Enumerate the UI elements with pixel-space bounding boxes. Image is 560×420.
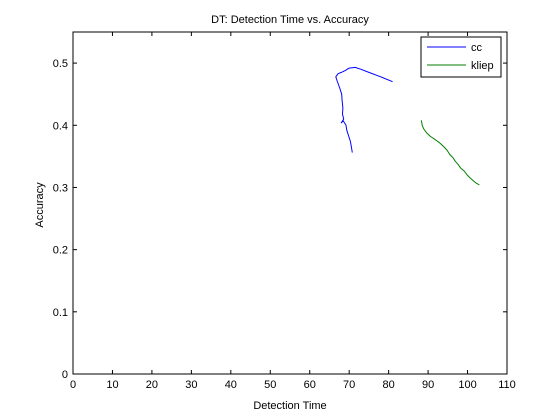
x-tick-label: 40 [225, 379, 237, 391]
series-line-cc [335, 66, 393, 153]
y-tick-label: 0.2 [53, 245, 68, 257]
x-tick-label: 110 [498, 379, 516, 391]
x-axis-label: Detection Time [253, 400, 326, 412]
x-tick-label: 50 [264, 379, 276, 391]
x-tick-label: 100 [458, 379, 476, 391]
plot-background [73, 32, 507, 374]
x-tick-label: 80 [383, 379, 395, 391]
legend: cc kliep [420, 36, 502, 78]
x-tick-label: 0 [70, 379, 76, 391]
x-tick-label: 30 [185, 379, 197, 391]
chart-title: DT: Detection Time vs. Accuracy [211, 14, 369, 26]
series-line-kliep [420, 120, 480, 186]
y-tick-label: 0.3 [53, 182, 68, 194]
plot-frame [72, 31, 508, 375]
y-tick-label: 0.4 [53, 120, 68, 132]
series-layer [335, 66, 480, 186]
x-tick-label: 10 [106, 379, 118, 391]
x-tick-label: 70 [343, 379, 355, 391]
x-tick-label: 60 [304, 379, 316, 391]
legend-label-cc: cc [471, 42, 483, 54]
y-axis-ticks: 0 0.1 0.2 0.3 0.4 0.5 [53, 58, 507, 381]
y-axis-label: Accuracy [34, 182, 46, 228]
legend-box [420, 36, 502, 78]
x-axis-ticks: 0 10 20 30 40 50 60 70 80 90 100 110 [70, 32, 516, 391]
x-tick-label: 20 [146, 379, 158, 391]
x-tick-label: 90 [422, 379, 434, 391]
y-tick-label: 0 [62, 369, 68, 381]
y-tick-label: 0.1 [53, 307, 68, 319]
y-tick-label: 0.5 [53, 58, 68, 70]
legend-label-kliep: kliep [471, 60, 494, 72]
